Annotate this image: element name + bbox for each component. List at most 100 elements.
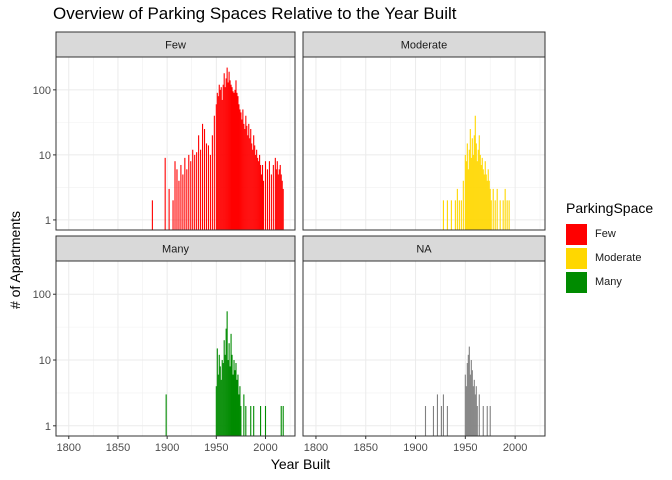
legend-item-moderate: Moderate [566,246,653,270]
bar [216,348,218,436]
legend-swatch-few [566,223,587,245]
bar [229,366,231,436]
x-tick-label: 1800 [57,442,81,454]
bar [219,366,221,436]
facet-strip-label: Moderate [401,40,447,52]
y-tick-label: 10 [39,150,51,162]
x-tick-label: 1900 [403,442,427,454]
chart-title: Overview of Parking Spaces Relative to t… [53,4,457,23]
bar [436,394,438,436]
bar [247,135,249,230]
bar [504,188,506,230]
y-axis-label: # of Apartments [7,210,23,310]
bar [282,406,284,436]
bar [215,104,217,230]
bar [216,92,218,230]
panel-background [56,261,295,436]
bar [250,129,252,230]
bar [469,129,471,230]
bar [250,406,252,436]
facet-strip [55,235,296,262]
bar [205,143,208,230]
bar [236,92,238,230]
facet-strip [55,31,296,58]
bar [229,80,231,231]
bar [233,360,235,436]
bar [172,200,174,230]
bar [499,200,501,230]
bar [478,135,480,230]
bar [234,89,236,231]
bar [201,123,204,230]
bar [258,161,260,230]
bar [196,152,198,230]
bar [257,157,259,230]
bar [264,406,267,436]
bar [480,164,482,230]
bar [207,145,209,230]
bar [486,180,488,230]
bar [476,406,478,436]
bar [464,154,466,230]
bar [184,157,186,230]
bar [482,169,484,230]
panel-border [302,56,546,231]
bar [227,82,229,230]
bar [479,154,481,230]
bar [476,161,478,230]
bar [446,200,448,230]
bar [164,157,166,230]
bar [268,161,270,230]
facet-panel: NA 1800 1850 1900 1950 2000 [302,235,546,454]
bar [223,340,225,436]
bar [232,374,234,436]
bar [275,169,277,230]
bar [211,135,213,230]
bar [467,354,469,436]
bar [502,200,504,230]
bar [254,145,256,230]
bar [224,354,226,436]
bar [264,161,267,230]
bar [238,104,240,230]
bar [203,129,206,230]
bar [468,346,470,436]
bar [252,149,254,230]
bar [440,406,442,436]
bar [486,406,488,436]
bar [471,370,473,436]
bar [475,143,477,230]
bar [280,174,282,230]
y-tick-label: 10 [39,355,51,367]
bar [225,328,227,436]
facet-panel: Moderate [302,31,546,231]
bar [266,169,269,230]
legend-item-few: Few [566,222,653,246]
bar [242,109,244,230]
bar [465,386,467,436]
bar [474,394,476,436]
bar [220,379,222,436]
bar [490,200,492,230]
bar [253,406,255,436]
bar [241,119,243,230]
bar [174,161,176,230]
bar [468,149,470,230]
facet-panel: Many 1 10 100 1800 1850 1900 1950 2000 [33,235,296,454]
bar [446,406,448,436]
x-tick-label: 1900 [155,442,179,454]
facet-strip-label: NA [416,244,432,256]
bar [228,343,230,436]
bar [231,354,233,436]
bar [494,200,496,230]
facet-strip-label: Many [162,244,189,256]
panel-background [303,261,545,436]
bar [487,169,489,230]
panel-border [55,260,296,437]
bar [225,78,227,230]
bar [260,406,262,436]
bar [215,386,217,436]
bar [244,129,246,230]
bar [465,161,467,230]
